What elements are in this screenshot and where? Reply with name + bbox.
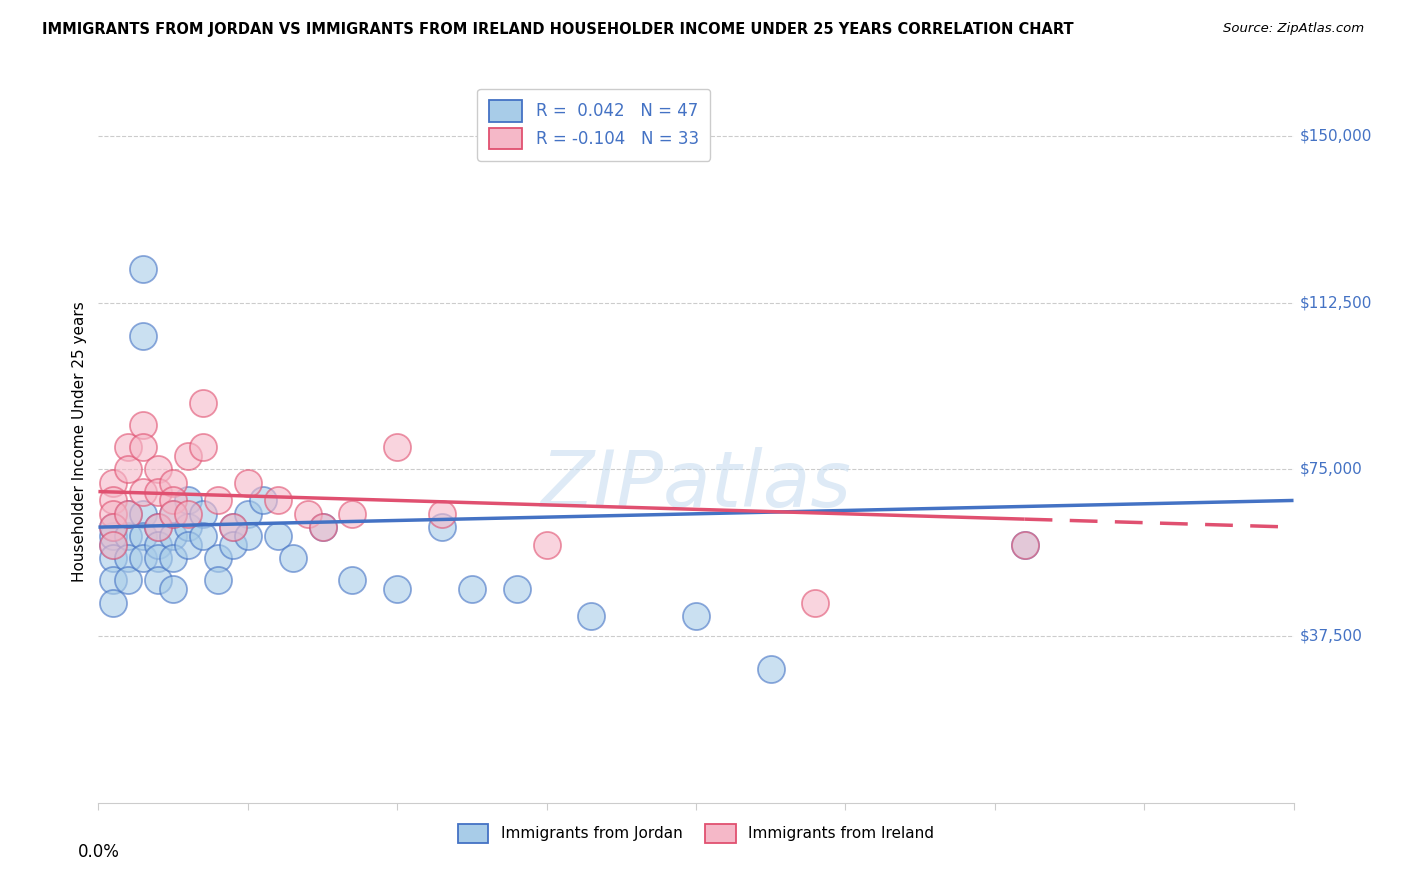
Point: [117, 551, 139, 566]
Text: $112,500: $112,500: [1299, 295, 1372, 310]
Point: [117, 462, 139, 476]
Point: [385, 440, 409, 454]
Point: [162, 493, 184, 508]
Point: [148, 520, 170, 534]
Point: [1014, 538, 1036, 552]
Point: [103, 538, 125, 552]
Point: [162, 507, 184, 521]
Point: [311, 520, 333, 534]
Point: [162, 475, 184, 490]
Point: [103, 493, 125, 508]
Point: [103, 574, 125, 588]
Point: [177, 507, 200, 521]
Point: [132, 551, 155, 566]
Point: [177, 493, 200, 508]
Point: [252, 493, 274, 508]
Point: [177, 520, 200, 534]
Point: [430, 507, 453, 521]
Point: [132, 262, 155, 277]
Point: [191, 395, 214, 409]
Point: [207, 551, 229, 566]
Point: [117, 507, 139, 521]
Point: [267, 529, 290, 543]
Point: [342, 574, 364, 588]
Point: [177, 538, 200, 552]
Point: [1014, 538, 1036, 552]
Point: [132, 417, 155, 432]
Point: [103, 551, 125, 566]
Point: [222, 538, 245, 552]
Point: [685, 609, 707, 624]
Point: [103, 520, 125, 534]
Point: [132, 529, 155, 543]
Point: [117, 507, 139, 521]
Point: [236, 475, 259, 490]
Point: [103, 520, 125, 534]
Point: [132, 329, 155, 343]
Point: [222, 520, 245, 534]
Point: [117, 440, 139, 454]
Text: IMMIGRANTS FROM JORDAN VS IMMIGRANTS FROM IRELAND HOUSEHOLDER INCOME UNDER 25 YE: IMMIGRANTS FROM JORDAN VS IMMIGRANTS FRO…: [42, 22, 1074, 37]
Point: [148, 520, 170, 534]
Point: [148, 484, 170, 499]
Point: [430, 520, 453, 534]
Point: [385, 582, 409, 597]
Y-axis label: Householder Income Under 25 years: Householder Income Under 25 years: [72, 301, 87, 582]
Point: [536, 538, 558, 552]
Point: [132, 440, 155, 454]
Point: [177, 449, 200, 463]
Point: [103, 529, 125, 543]
Point: [461, 582, 484, 597]
Point: [117, 574, 139, 588]
Point: [804, 596, 827, 610]
Text: $75,000: $75,000: [1299, 462, 1362, 477]
Point: [267, 493, 290, 508]
Point: [191, 529, 214, 543]
Point: [148, 538, 170, 552]
Point: [148, 574, 170, 588]
Point: [506, 582, 529, 597]
Point: [759, 662, 782, 676]
Point: [297, 507, 319, 521]
Point: [191, 507, 214, 521]
Point: [162, 507, 184, 521]
Point: [342, 507, 364, 521]
Point: [162, 551, 184, 566]
Point: [103, 475, 125, 490]
Point: [103, 538, 125, 552]
Point: [236, 507, 259, 521]
Text: $150,000: $150,000: [1299, 128, 1372, 144]
Point: [103, 507, 125, 521]
Point: [103, 596, 125, 610]
Text: 0.0%: 0.0%: [77, 843, 120, 861]
Point: [236, 529, 259, 543]
Point: [162, 582, 184, 597]
Point: [132, 484, 155, 499]
Point: [117, 529, 139, 543]
Point: [148, 551, 170, 566]
Point: [162, 529, 184, 543]
Point: [148, 462, 170, 476]
Legend: Immigrants from Jordan, Immigrants from Ireland: Immigrants from Jordan, Immigrants from …: [451, 817, 941, 849]
Point: [281, 551, 304, 566]
Point: [207, 574, 229, 588]
Text: Source: ZipAtlas.com: Source: ZipAtlas.com: [1223, 22, 1364, 36]
Point: [132, 507, 155, 521]
Text: ZIPatlas: ZIPatlas: [540, 447, 852, 523]
Point: [311, 520, 333, 534]
Point: [191, 440, 214, 454]
Point: [222, 520, 245, 534]
Point: [581, 609, 603, 624]
Text: $37,500: $37,500: [1299, 629, 1362, 643]
Point: [207, 493, 229, 508]
